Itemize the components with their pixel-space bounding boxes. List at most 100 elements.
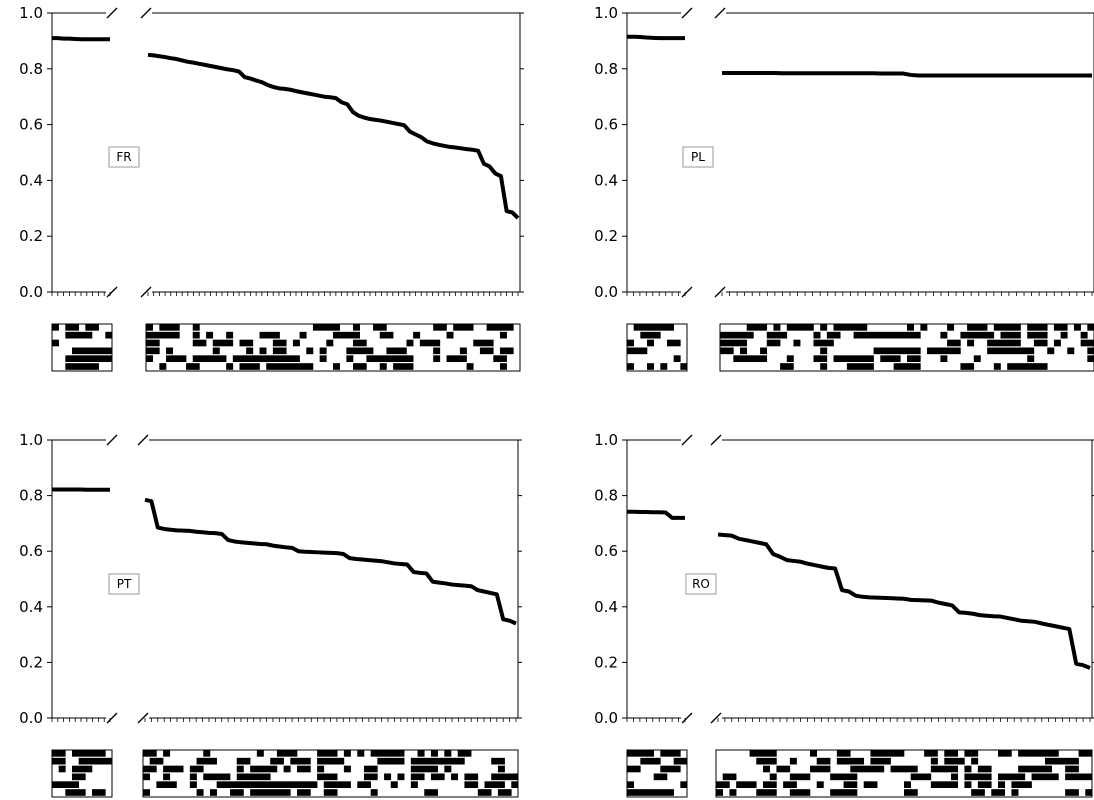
matrix-cell-long-pt [390,781,398,788]
matrix-cell-short-pt [72,765,79,773]
matrix-cell-long-pl [1007,363,1015,370]
matrix-cell-long-pt [330,757,338,765]
axis-break-mark-fr [106,286,118,298]
matrix-cell-long-pl [1027,363,1035,370]
matrix-cell-long-pt [377,757,385,765]
matrix-cell-long-ro [863,765,871,773]
matrix-cell-long-pt [430,789,438,796]
matrix-cell-short-pt [85,757,93,765]
matrix-cell-long-pt [283,765,291,773]
matrix-cell-long-pt [424,765,432,773]
matrix-cell-long-ro [722,773,730,781]
matrix-cell-long-ro [1024,750,1032,757]
matrix-cell-long-pt [437,773,445,781]
country-label-fr: FR [116,150,131,164]
matrix-cell-long-pl [1007,331,1015,339]
matrix-cell-long-ro [930,781,938,788]
matrix-cell-long-pt [323,757,331,765]
matrix-cell-short-fr [78,331,86,339]
matrix-cell-long-pt [209,789,217,796]
matrix-cell-long-ro [964,750,972,757]
matrix-cell-short-pl [647,331,654,339]
matrix-cell-long-pt [303,765,311,773]
matrix-cell-long-ro [1045,773,1053,781]
matrix-cell-long-fr [192,324,200,331]
matrix-cell-long-fr [506,324,514,331]
matrix-cell-long-pt [337,781,345,788]
matrix-cell-short-pt [72,781,79,788]
matrix-cell-long-pl [967,324,975,331]
matrix-cell-long-pl [766,331,774,339]
matrix-cell-short-pt [78,789,86,796]
matrix-cell-long-fr [219,339,227,347]
matrix-cell-long-ro [1071,773,1079,781]
matrix-cell-long-fr [159,331,167,339]
axis-break-mark-fr [140,7,152,19]
matrix-cell-short-pt [58,757,66,765]
matrix-cell-long-pl [1013,324,1021,331]
matrix-cell-long-fr [272,355,280,362]
matrix-cell-long-fr [172,331,180,339]
y-tick-label-fr: 0.2 [19,227,43,245]
matrix-cell-long-pt [149,765,157,773]
matrix-cell-long-ro [850,757,858,765]
matrix-cell-long-ro [1018,773,1026,781]
matrix-cell-long-fr [379,324,387,331]
matrix-cell-long-ro [756,757,764,765]
matrix-cell-long-fr [499,355,507,362]
matrix-cell-long-pt [511,781,519,788]
matrix-cell-long-pt [430,765,438,773]
matrix-cell-long-fr [259,355,267,362]
matrix-cell-long-pl [773,331,781,339]
matrix-cell-long-pl [953,339,961,347]
matrix-cell-long-pt [444,757,452,765]
axis-break-mark-ro [710,712,722,724]
matrix-cell-long-pt [303,789,311,796]
matrix-cell-long-pt [149,750,157,757]
matrix-cell-long-fr [192,355,200,362]
matrix-cell-long-pt [457,750,465,757]
matrix-cell-long-ro [1024,781,1032,788]
matrix-cell-long-pt [471,781,479,788]
matrix-cell-short-pt [105,757,113,765]
matrix-cell-long-fr [419,339,427,347]
matrix-cell-long-pt [370,750,378,757]
matrix-cell-long-pl [886,347,894,355]
y-tick-label-pt: 0.0 [19,709,43,727]
matrix-cell-long-ro [843,789,851,796]
matrix-cell-short-pt [78,757,86,765]
matrix-cell-long-fr [459,347,467,355]
matrix-cell-long-pt [163,765,171,773]
matrix-cell-long-ro [823,765,831,773]
matrix-cell-long-ro [1051,750,1059,757]
matrix-cell-long-fr [252,355,260,362]
matrix-cell-long-ro [1038,750,1046,757]
matrix-cell-long-ro [836,773,844,781]
matrix-cell-long-pt [437,757,445,765]
matrix-cell-long-pl [913,331,921,339]
matrix-cell-long-ro [789,781,797,788]
matrix-cell-short-ro [647,757,654,765]
matrix-cell-long-pt [297,789,305,796]
matrix-cell-long-pl [1027,331,1035,339]
matrix-cell-long-fr [333,363,340,370]
series-line-short-pl [627,34,685,41]
matrix-cell-long-fr [346,331,354,339]
matrix-cell-short-pl [653,324,661,331]
matrix-cell-long-ro [810,765,818,773]
matrix-cell-long-ro [783,765,791,773]
y-tick-label-ro: 0.2 [594,653,618,671]
matrix-cell-long-fr [239,355,247,362]
matrix-cell-long-pl [1087,324,1094,331]
matrix-cell-long-ro [971,757,979,765]
matrix-cell-long-ro [796,789,804,796]
matrix-cell-long-fr [466,324,474,331]
matrix-cell-long-pt [451,773,459,781]
matrix-cell-long-pl [786,363,794,370]
matrix-cell-short-ro [653,773,661,781]
matrix-cell-short-fr [85,347,93,355]
matrix-cell-short-ro [647,789,654,796]
matrix-cell-long-pt [477,789,485,796]
matrix-cell-long-fr [326,339,334,347]
matrix-cell-long-pl [940,355,948,362]
